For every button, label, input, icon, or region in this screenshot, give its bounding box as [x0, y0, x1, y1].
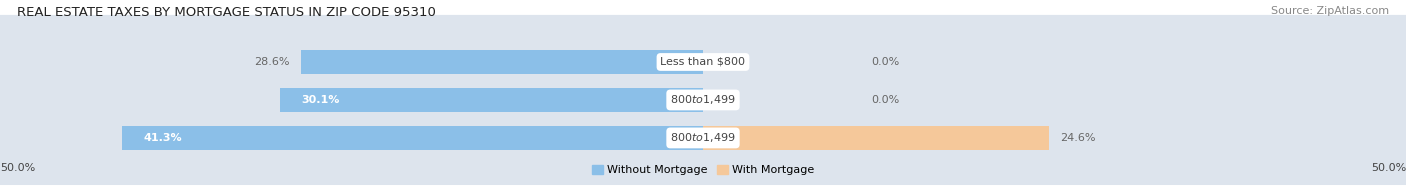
Text: REAL ESTATE TAXES BY MORTGAGE STATUS IN ZIP CODE 95310: REAL ESTATE TAXES BY MORTGAGE STATUS IN … [17, 6, 436, 19]
Bar [280, 88, 703, 112]
Text: 41.3%: 41.3% [143, 133, 181, 143]
FancyBboxPatch shape [0, 91, 1406, 185]
Text: Less than $800: Less than $800 [661, 57, 745, 67]
Bar [301, 50, 703, 74]
Text: 28.6%: 28.6% [254, 57, 290, 67]
Bar [703, 126, 1049, 150]
FancyBboxPatch shape [0, 53, 1406, 147]
Text: Source: ZipAtlas.com: Source: ZipAtlas.com [1271, 6, 1389, 16]
Text: 50.0%: 50.0% [1371, 163, 1406, 173]
FancyBboxPatch shape [0, 15, 1406, 109]
Bar [122, 126, 703, 150]
Text: 50.0%: 50.0% [0, 163, 35, 173]
Text: $800 to $1,499: $800 to $1,499 [671, 132, 735, 144]
Text: 0.0%: 0.0% [872, 57, 900, 67]
Text: $800 to $1,499: $800 to $1,499 [671, 93, 735, 106]
Text: 30.1%: 30.1% [301, 95, 339, 105]
Text: 0.0%: 0.0% [872, 95, 900, 105]
Text: 24.6%: 24.6% [1060, 133, 1095, 143]
Legend: Without Mortgage, With Mortgage: Without Mortgage, With Mortgage [588, 160, 818, 180]
